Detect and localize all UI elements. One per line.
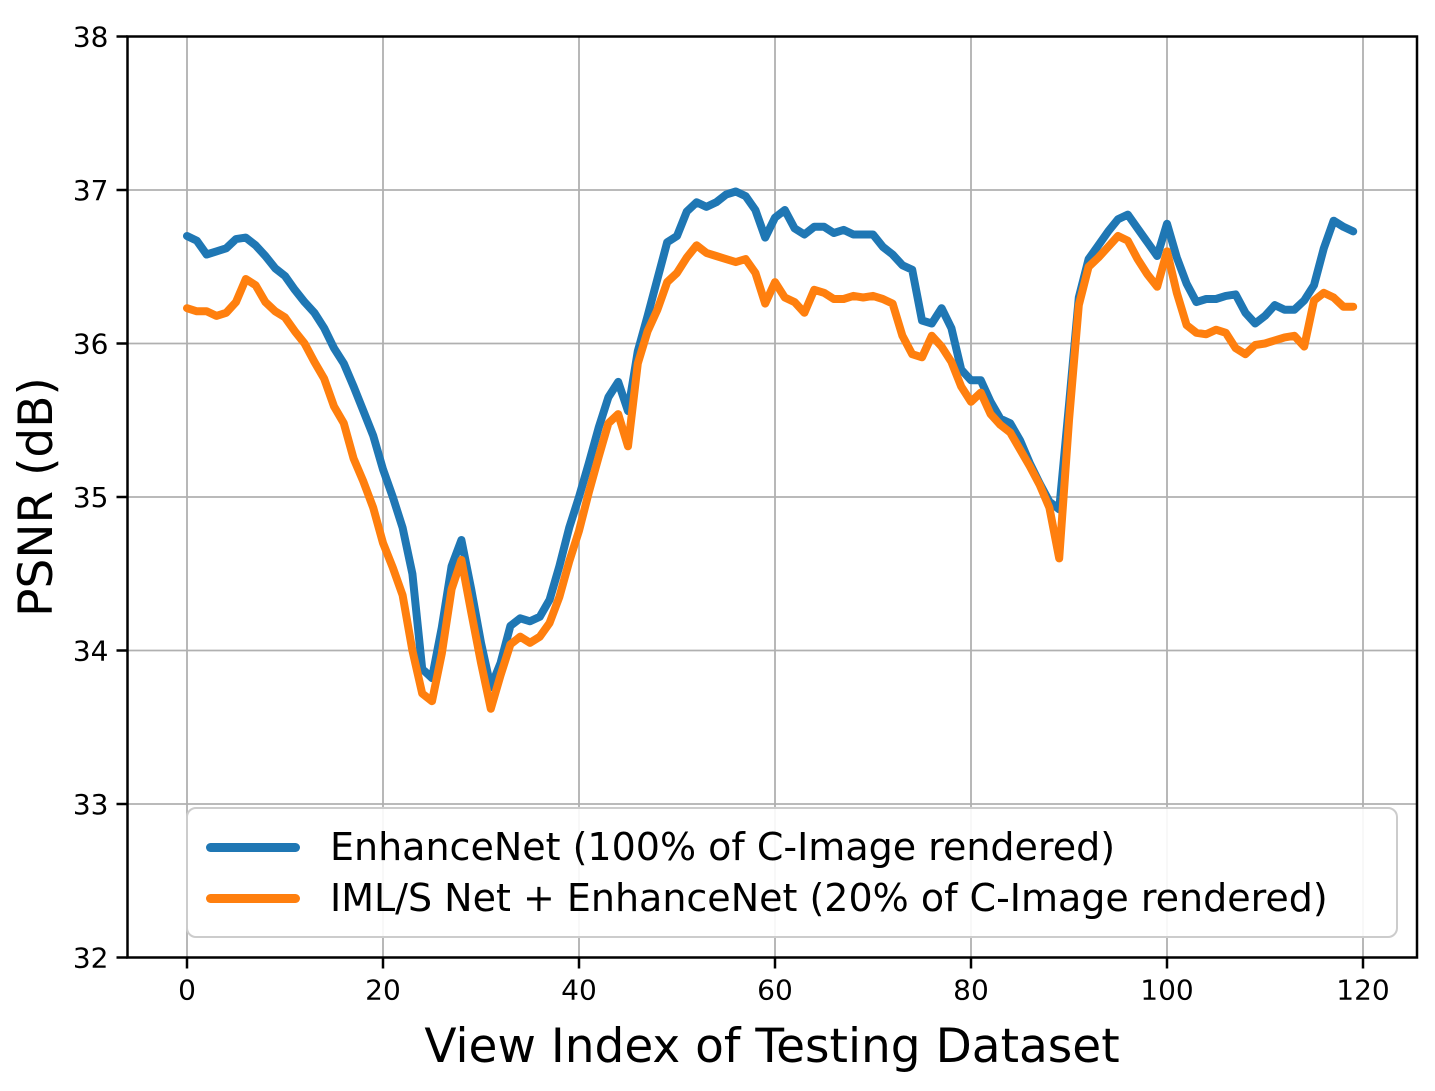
x-axis-label: View Index of Testing Dataset bbox=[424, 1019, 1119, 1074]
data-series bbox=[183, 187, 1358, 713]
y-tick-label-32: 32 bbox=[73, 942, 109, 975]
x-tick-label-120: 120 bbox=[1336, 974, 1389, 1007]
y-tick-label-36: 36 bbox=[73, 328, 109, 361]
enhancenet-line bbox=[183, 187, 1358, 692]
x-tick-label-20: 20 bbox=[365, 974, 401, 1007]
x-tick-label-0: 0 bbox=[178, 974, 196, 1007]
y-tick-label-33: 33 bbox=[73, 788, 109, 821]
imls-net-line bbox=[183, 232, 1358, 713]
tick-labels: 0 20 40 60 80 100 120 32 33 34 35 36 37 38 bbox=[73, 21, 1390, 1007]
y-axis-label: PSNR (dB) bbox=[9, 377, 64, 617]
x-tick-label-40: 40 bbox=[561, 974, 597, 1007]
legend-label-imls-net: IML/S Net + EnhanceNet (20% of C-Image r… bbox=[330, 876, 1328, 920]
x-tick-label-80: 80 bbox=[953, 974, 989, 1007]
y-tick-label-34: 34 bbox=[73, 635, 109, 668]
y-tick-label-37: 37 bbox=[73, 174, 109, 207]
legend-item-enhancenet: EnhanceNet (100% of C-Image rendered) bbox=[206, 828, 1378, 866]
axis-ticks bbox=[116, 35, 1365, 969]
y-tick-label-38: 38 bbox=[73, 21, 109, 54]
y-tick-label-35: 35 bbox=[73, 481, 109, 514]
enhancenet-line-swatch bbox=[206, 842, 300, 852]
legend: EnhanceNet (100% of C-Image rendered) IM… bbox=[186, 807, 1398, 938]
legend-label-enhancenet: EnhanceNet (100% of C-Image rendered) bbox=[330, 825, 1116, 869]
x-tick-label-100: 100 bbox=[1140, 974, 1193, 1007]
imls-net-line-swatch bbox=[206, 893, 300, 903]
x-tick-label-60: 60 bbox=[757, 974, 793, 1007]
legend-item-imls-net: IML/S Net + EnhanceNet (20% of C-Image r… bbox=[206, 879, 1378, 917]
